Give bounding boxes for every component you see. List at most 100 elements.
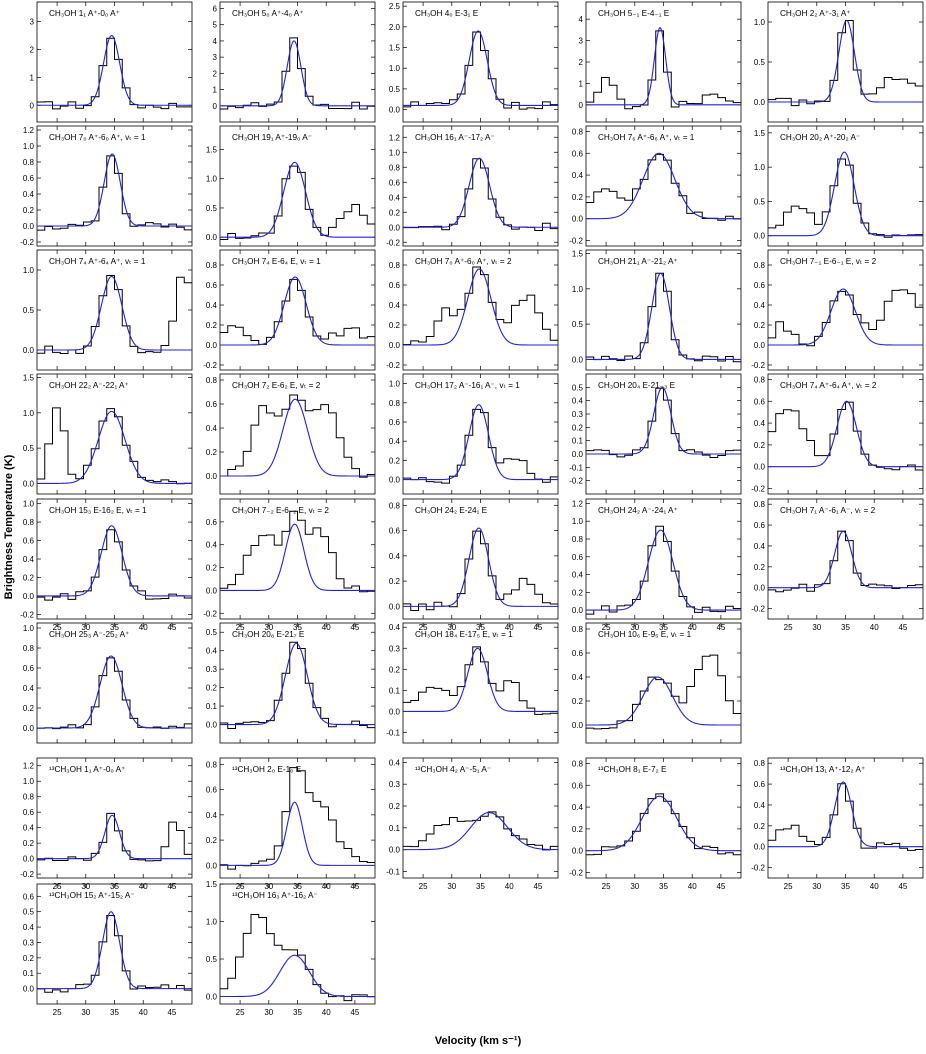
y-tick-label: 1.0 [23, 624, 35, 633]
y-tick-label: 0.2 [754, 321, 766, 330]
spectrum-panel: -0.2 0.0 0.2 0.4 0.6 0.8 1.0 25 30 35 40 45 CH₃OH 15… [20, 498, 193, 632]
y-tick-label: 0.0 [23, 985, 35, 994]
y-tick-label: 0.4 [389, 301, 401, 310]
observed-spectrum [403, 811, 558, 851]
gaussian-fit [37, 814, 192, 860]
observed-spectrum [220, 767, 375, 870]
y-tick-label: 0.2 [23, 839, 35, 848]
panel-title: CH₃OH 5₀ A⁺-4₀ A⁺ [232, 9, 304, 18]
x-tick-label: 30 [447, 882, 456, 891]
y-tick-label: 0 [579, 101, 584, 110]
y-tick-label: 2 [579, 58, 584, 67]
observed-spectrum [220, 641, 375, 730]
panel-title: CH₃OH 7₄ A⁺-6₄ A⁺, vₜ = 2 [780, 381, 877, 390]
y-tick-label: -0.2 [20, 238, 34, 247]
y-tick-label: 1.2 [572, 499, 584, 508]
y-tick-label: 0.4 [572, 171, 584, 180]
x-tick-label: 30 [812, 882, 821, 891]
gaussian-fit [37, 655, 192, 729]
y-tick-label: 0.0 [206, 586, 218, 595]
panel-frame [585, 757, 742, 879]
x-tick-label: 40 [688, 882, 697, 891]
y-tick-label: 0.0 [754, 341, 766, 350]
spectrum-panel: 0.0 0.5 1.0 1.5 CH₃OH 20₂ A⁺-20₂ A⁻ [754, 125, 924, 247]
panel-frame [402, 622, 559, 744]
y-tick-label: 0.0 [572, 606, 584, 615]
y-tick-label: 0.4 [389, 758, 401, 767]
y-tick-label: 0.5 [754, 197, 766, 206]
panel-title: CH₃OH 4₀ E-3₁ E [415, 9, 479, 18]
panel-title: ¹³CH₃OH 13₁ A⁺-12₂ A⁺ [780, 765, 865, 774]
y-tick-label: -0.2 [569, 237, 583, 246]
x-tick-label: 40 [505, 882, 514, 891]
y-tick-label: 1.0 [754, 18, 766, 27]
spectrum-panel: 0.0 0.5 1.0 1.5 25 30 35 40 45 ¹³CH₃OH 16₃ A⁺-16₂… [206, 880, 376, 1017]
panel-title: CH₃OH 2₂ A⁺-3₁ A⁺ [780, 9, 851, 18]
gaussian-fit [768, 288, 923, 346]
y-tick-label: 3 [213, 53, 218, 62]
y-tick-label: 0.2 [389, 665, 401, 674]
x-tick-label: 25 [53, 623, 62, 632]
y-tick-label: 0.2 [206, 564, 218, 573]
gaussian-fit [586, 795, 741, 852]
x-tick-label: 40 [688, 623, 697, 632]
y-tick-label: 0.6 [389, 418, 401, 427]
y-tick-label: 0.4 [389, 552, 401, 561]
y-tick-label: 0.6 [754, 397, 766, 406]
panel-title: CH₃OH 7₋₂ E-6₋₂ E, vₜ = 2 [232, 506, 329, 515]
y-tick-label: 0.5 [23, 908, 35, 917]
observed-spectrum [403, 158, 558, 231]
y-tick-label: 2.0 [389, 23, 401, 32]
y-tick-label: 2 [213, 69, 218, 78]
y-tick-label: 0.4 [23, 190, 35, 199]
y-tick-label: 0.5 [206, 628, 218, 637]
y-tick-label: 0.5 [572, 383, 584, 392]
y-tick-label: 0.8 [754, 759, 766, 768]
y-tick-label: 0.5 [23, 444, 35, 453]
y-tick-label: 0.6 [754, 521, 766, 530]
x-tick-label: 30 [630, 882, 639, 891]
y-tick-label: 0.2 [389, 577, 401, 586]
observed-spectrum [586, 793, 741, 856]
y-tick-label: 0.2 [389, 456, 401, 465]
gaussian-fit [37, 410, 192, 484]
y-tick-label: 0.0 [206, 472, 218, 481]
panel-title: ¹³CH₃OH 15₂ A⁺-15₂ A⁻ [49, 891, 135, 900]
y-tick-label: 0.4 [23, 684, 35, 693]
y-tick-label: 0.3 [389, 780, 401, 789]
y-tick-label: 0.2 [754, 441, 766, 450]
x-tick-label: 45 [716, 882, 725, 891]
y-tick-label: 0.8 [572, 625, 584, 634]
panel-title: CH₃OH 7₆ A⁺-6₆ A⁺, vₜ = 1 [598, 133, 695, 142]
panel-frame [36, 498, 193, 620]
y-tick-label: 0.2 [572, 588, 584, 597]
y-tick-label: 0.2 [206, 836, 218, 845]
y-tick-label: 0.0 [23, 222, 35, 231]
panel-title: CH₃OH 20₂ A⁺-20₂ A⁻ [780, 133, 860, 142]
observed-spectrum [768, 158, 923, 238]
gaussian-fit [403, 404, 558, 481]
x-tick-label: 25 [784, 882, 793, 891]
y-tick-label: 1.5 [754, 129, 766, 138]
panel-frame [36, 373, 193, 495]
y-tick-label: 1.0 [23, 409, 35, 418]
y-tick-label: 0.8 [754, 500, 766, 509]
y-tick-label: 0.5 [572, 320, 584, 329]
y-tick-label: -0.2 [20, 610, 34, 619]
y-tick-label: 0.0 [572, 215, 584, 224]
x-tick-label: 45 [898, 623, 907, 632]
y-tick-label: -0.1 [569, 463, 583, 472]
gaussian-fit [403, 157, 558, 228]
y-tick-label: 0.8 [23, 644, 35, 653]
observed-spectrum [768, 289, 923, 347]
y-tick-label: 0.0 [206, 993, 218, 1002]
y-tick-label: -0.2 [751, 485, 765, 494]
y-tick-label: 0.8 [206, 376, 218, 385]
y-tick-label: 0.5 [23, 306, 35, 315]
gaussian-fit [586, 386, 741, 455]
y-tick-label: 0.0 [389, 476, 401, 485]
spectrum-panel: 0 1 2 3 CH₃OH 1₁ A⁺-0₀ A⁺ [30, 1, 193, 123]
y-tick-label: 0.6 [389, 281, 401, 290]
gaussian-fit [586, 529, 741, 611]
gaussian-fit [768, 781, 923, 848]
